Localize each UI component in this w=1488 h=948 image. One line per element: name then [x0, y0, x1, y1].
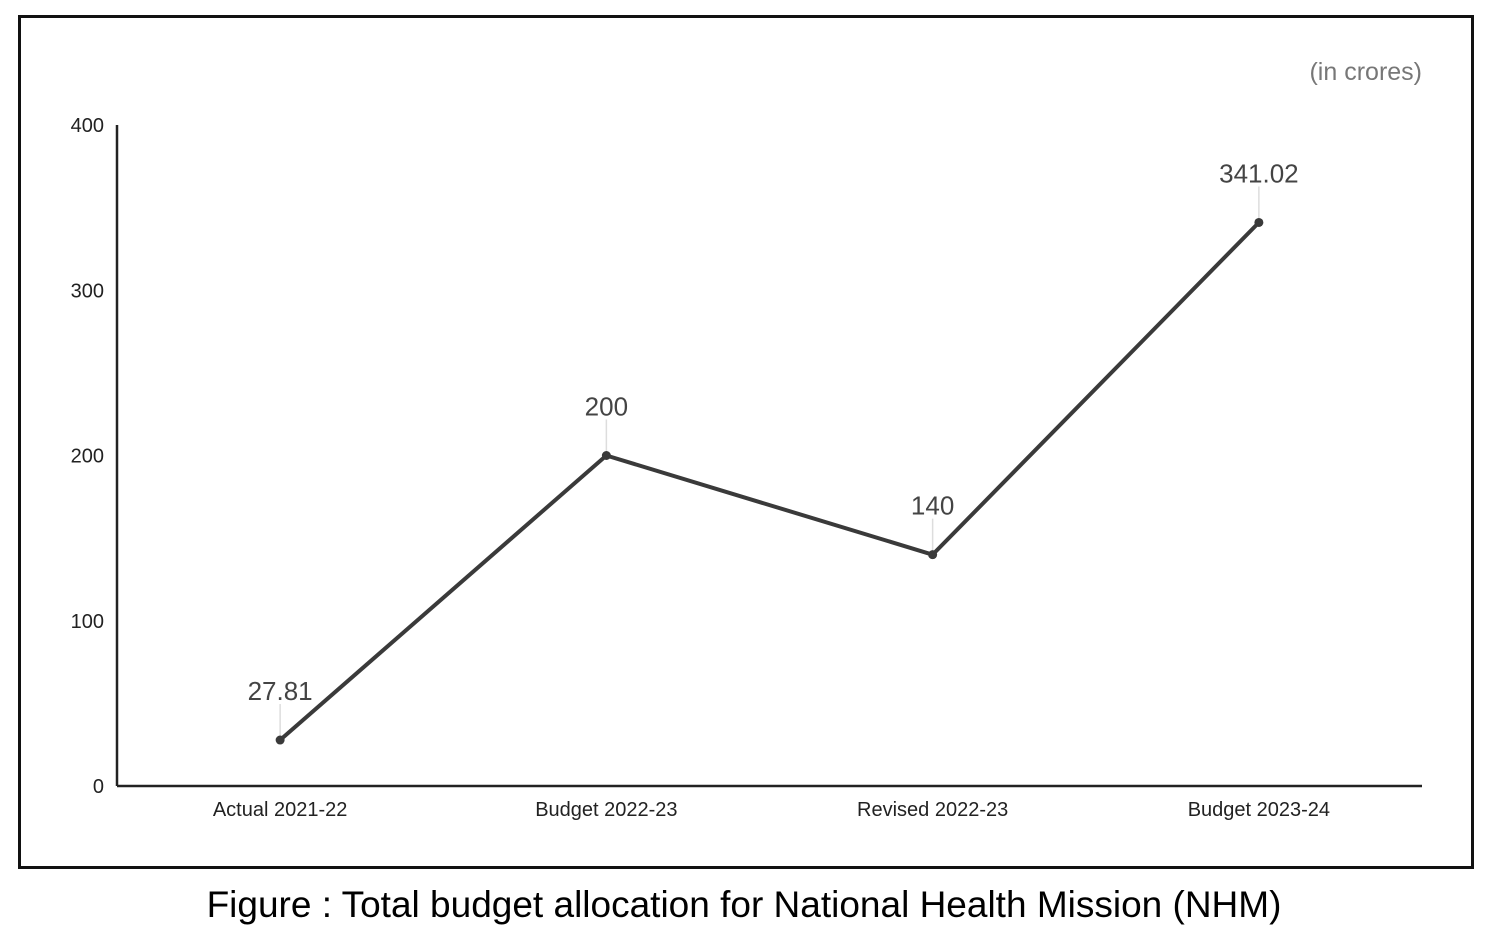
- y-tick-label: 100: [71, 611, 104, 633]
- x-tick-label: Budget 2022-23: [535, 799, 677, 821]
- data-label-leaders: [279, 186, 1260, 741]
- data-point: [601, 451, 611, 460]
- data-label: 27.81: [248, 676, 313, 706]
- x-tick-label: Actual 2021-22: [213, 799, 348, 821]
- data-point: [928, 550, 938, 560]
- y-tick-label: 0: [93, 776, 104, 798]
- data-labels: 27.81 200 140 341.02: [248, 158, 1299, 706]
- y-tick-label: 400: [71, 115, 104, 137]
- x-tick-label: Budget 2023-24: [1188, 799, 1330, 821]
- axes: [115, 125, 1422, 788]
- y-tick-label: 300: [71, 280, 104, 302]
- unit-note: (in crores): [1309, 58, 1422, 86]
- data-point: [275, 735, 285, 745]
- chart-frame: [18, 15, 1474, 869]
- figure-caption: Figure : Total budget allocation for Nat…: [206, 884, 1282, 925]
- series: [275, 217, 1264, 745]
- series-line: [278, 221, 1261, 742]
- data-point: [1254, 217, 1264, 227]
- data-label: 140: [911, 491, 954, 521]
- y-axis-ticks: 0 100 200 300 400: [71, 115, 104, 798]
- x-axis-ticks: Actual 2021-22 Budget 2022-23 Revised 2022…: [213, 799, 1330, 821]
- data-label: 200: [585, 392, 628, 422]
- data-label: 341.02: [1219, 158, 1299, 188]
- x-tick-label: Revised 2022-23: [857, 799, 1008, 821]
- y-tick-label: 200: [71, 446, 104, 468]
